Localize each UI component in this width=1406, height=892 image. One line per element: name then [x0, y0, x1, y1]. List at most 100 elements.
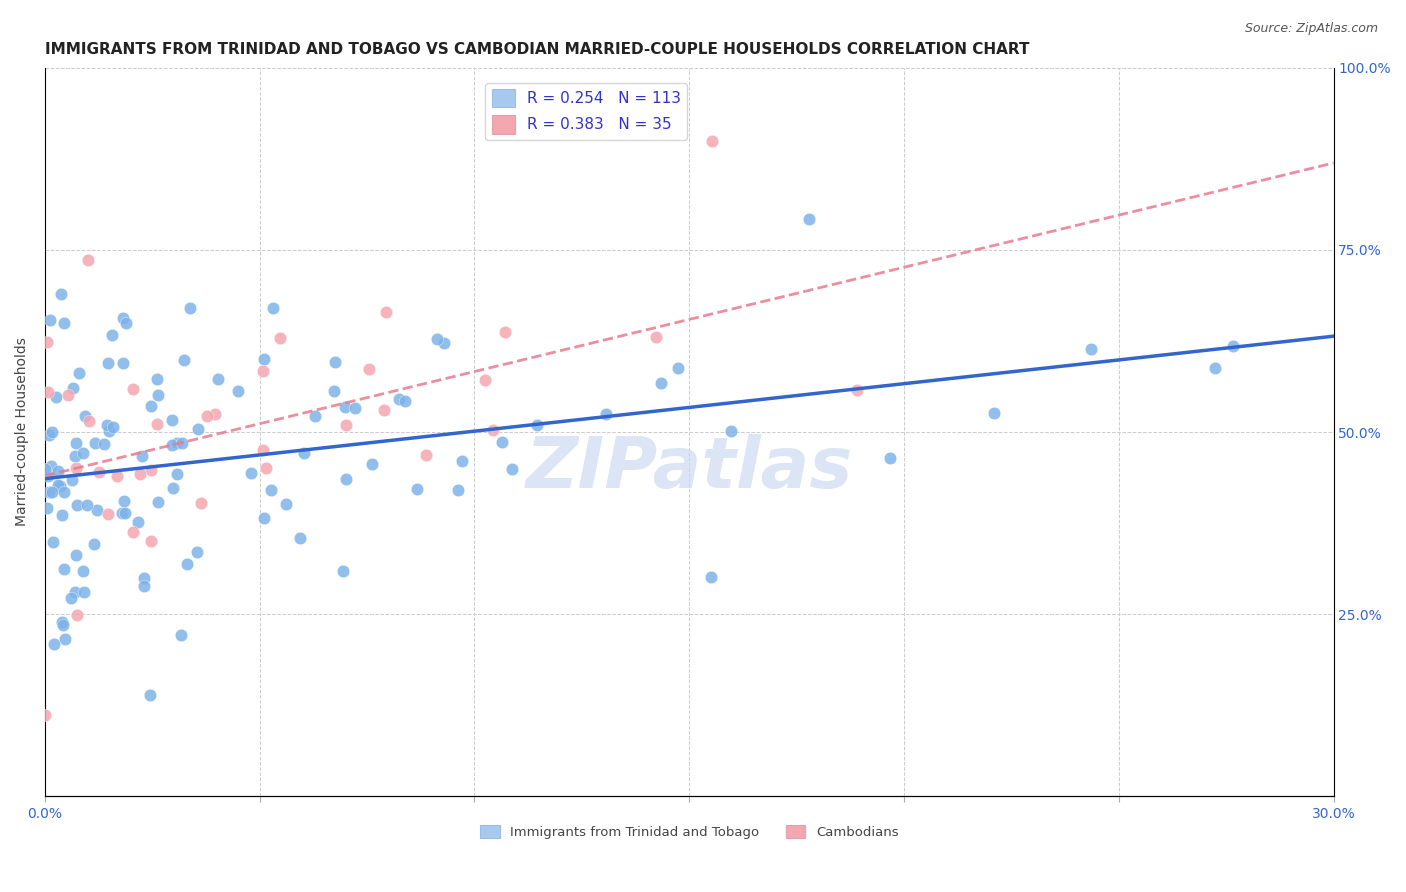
Point	[160, 413, 183, 427]
Point	[304, 409, 326, 423]
Point	[650, 376, 672, 390]
Point	[66, 607, 89, 622]
Point	[96, 418, 118, 433]
Point	[55, 632, 77, 646]
Point	[122, 382, 145, 396]
Point	[474, 373, 496, 387]
Point	[114, 506, 136, 520]
Point	[139, 533, 162, 548]
Point	[666, 360, 689, 375]
Point	[46, 464, 69, 478]
Point	[290, 531, 312, 545]
Point	[35, 334, 58, 349]
Point	[845, 383, 868, 397]
Point	[39, 459, 62, 474]
Point	[187, 421, 209, 435]
Point	[122, 524, 145, 539]
Point	[526, 417, 548, 432]
Point	[41, 485, 63, 500]
Point	[394, 393, 416, 408]
Point	[160, 438, 183, 452]
Point	[374, 305, 396, 319]
Point	[41, 425, 63, 439]
Point	[344, 401, 367, 416]
Point	[426, 332, 449, 346]
Text: ZIPatlas: ZIPatlas	[526, 434, 853, 503]
Point	[322, 384, 344, 398]
Point	[112, 494, 135, 508]
Point	[186, 545, 208, 559]
Point	[700, 570, 723, 584]
Point	[66, 498, 89, 512]
Point	[112, 356, 135, 370]
Point	[65, 549, 87, 563]
Point	[359, 362, 381, 376]
Point	[139, 399, 162, 413]
Point	[146, 417, 169, 432]
Point	[48, 478, 70, 492]
Point	[373, 403, 395, 417]
Point	[190, 495, 212, 509]
Point	[262, 301, 284, 315]
Point	[323, 355, 346, 369]
Point	[63, 585, 86, 599]
Point	[333, 400, 356, 414]
Point	[162, 482, 184, 496]
Point	[207, 371, 229, 385]
Point	[494, 325, 516, 339]
Point	[111, 506, 134, 520]
Point	[65, 436, 87, 450]
Point	[252, 364, 274, 378]
Point	[195, 409, 218, 424]
Point	[67, 366, 90, 380]
Text: IMMIGRANTS FROM TRINIDAD AND TOBAGO VS CAMBODIAN MARRIED-COUPLE HOUSEHOLDS CORRE: IMMIGRANTS FROM TRINIDAD AND TOBAGO VS C…	[45, 42, 1029, 57]
Point	[45, 390, 67, 404]
Point	[73, 585, 96, 599]
Point	[51, 618, 73, 632]
Point	[292, 446, 315, 460]
Point	[259, 483, 281, 497]
Point	[983, 406, 1005, 420]
Point	[101, 327, 124, 342]
Point	[53, 562, 76, 576]
Point	[141, 463, 163, 477]
Point	[63, 450, 86, 464]
Point	[269, 331, 291, 345]
Point	[879, 450, 901, 465]
Point	[37, 385, 59, 400]
Point	[146, 495, 169, 509]
Point	[52, 485, 75, 500]
Point	[645, 330, 668, 344]
Point	[387, 392, 409, 406]
Point	[127, 516, 149, 530]
Point	[37, 468, 59, 483]
Point	[228, 384, 250, 398]
Text: Source: ZipAtlas.com: Source: ZipAtlas.com	[1244, 22, 1378, 36]
Point	[482, 423, 505, 437]
Y-axis label: Married-couple Households: Married-couple Households	[15, 337, 30, 526]
Point	[335, 418, 357, 433]
Point	[172, 436, 194, 450]
Point	[62, 381, 84, 395]
Point	[48, 478, 70, 492]
Point	[87, 465, 110, 479]
Point	[132, 571, 155, 585]
Point	[131, 449, 153, 463]
Point	[60, 473, 83, 487]
Point	[46, 478, 69, 492]
Point	[204, 407, 226, 421]
Point	[1080, 342, 1102, 356]
Point	[254, 461, 277, 475]
Point	[59, 591, 82, 606]
Point	[128, 467, 150, 481]
Point	[1204, 360, 1226, 375]
Point	[799, 212, 821, 227]
Point	[34, 461, 56, 475]
Point	[105, 468, 128, 483]
Point	[97, 424, 120, 438]
Point	[146, 372, 169, 386]
Point	[42, 637, 65, 651]
Point	[49, 287, 72, 301]
Point	[166, 467, 188, 482]
Point	[72, 565, 94, 579]
